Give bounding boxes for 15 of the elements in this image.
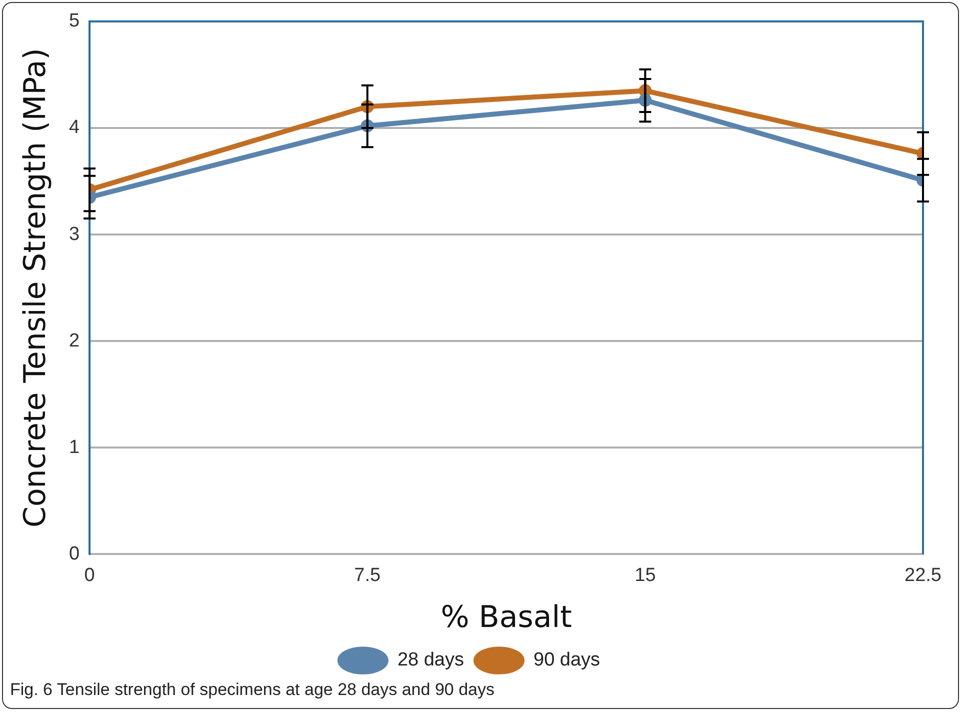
- x-tick-label: 22.5: [904, 564, 942, 586]
- y-axis-title: Concrete Tensile Strength (MPa): [18, 48, 53, 528]
- y-tick-label: 3: [68, 224, 80, 245]
- x-axis-title: % Basalt: [440, 600, 572, 635]
- caption: Fig. 6 Tensile strength of specimens at age 28 days and 90 days: [10, 680, 494, 700]
- y-tick-label: 0: [68, 543, 80, 564]
- x-tick-label: 0: [84, 564, 95, 586]
- legend-label: 90 days: [534, 650, 600, 671]
- x-tick-label: 15: [634, 564, 656, 586]
- y-tick-label: 4: [68, 117, 80, 138]
- y-tick-label: 1: [68, 436, 80, 458]
- y-tick-label: 2: [68, 330, 80, 352]
- legend-label: 28 days: [397, 650, 464, 671]
- x-tick-label: 7.5: [354, 564, 381, 586]
- y-tick-label: 5: [68, 10, 80, 32]
